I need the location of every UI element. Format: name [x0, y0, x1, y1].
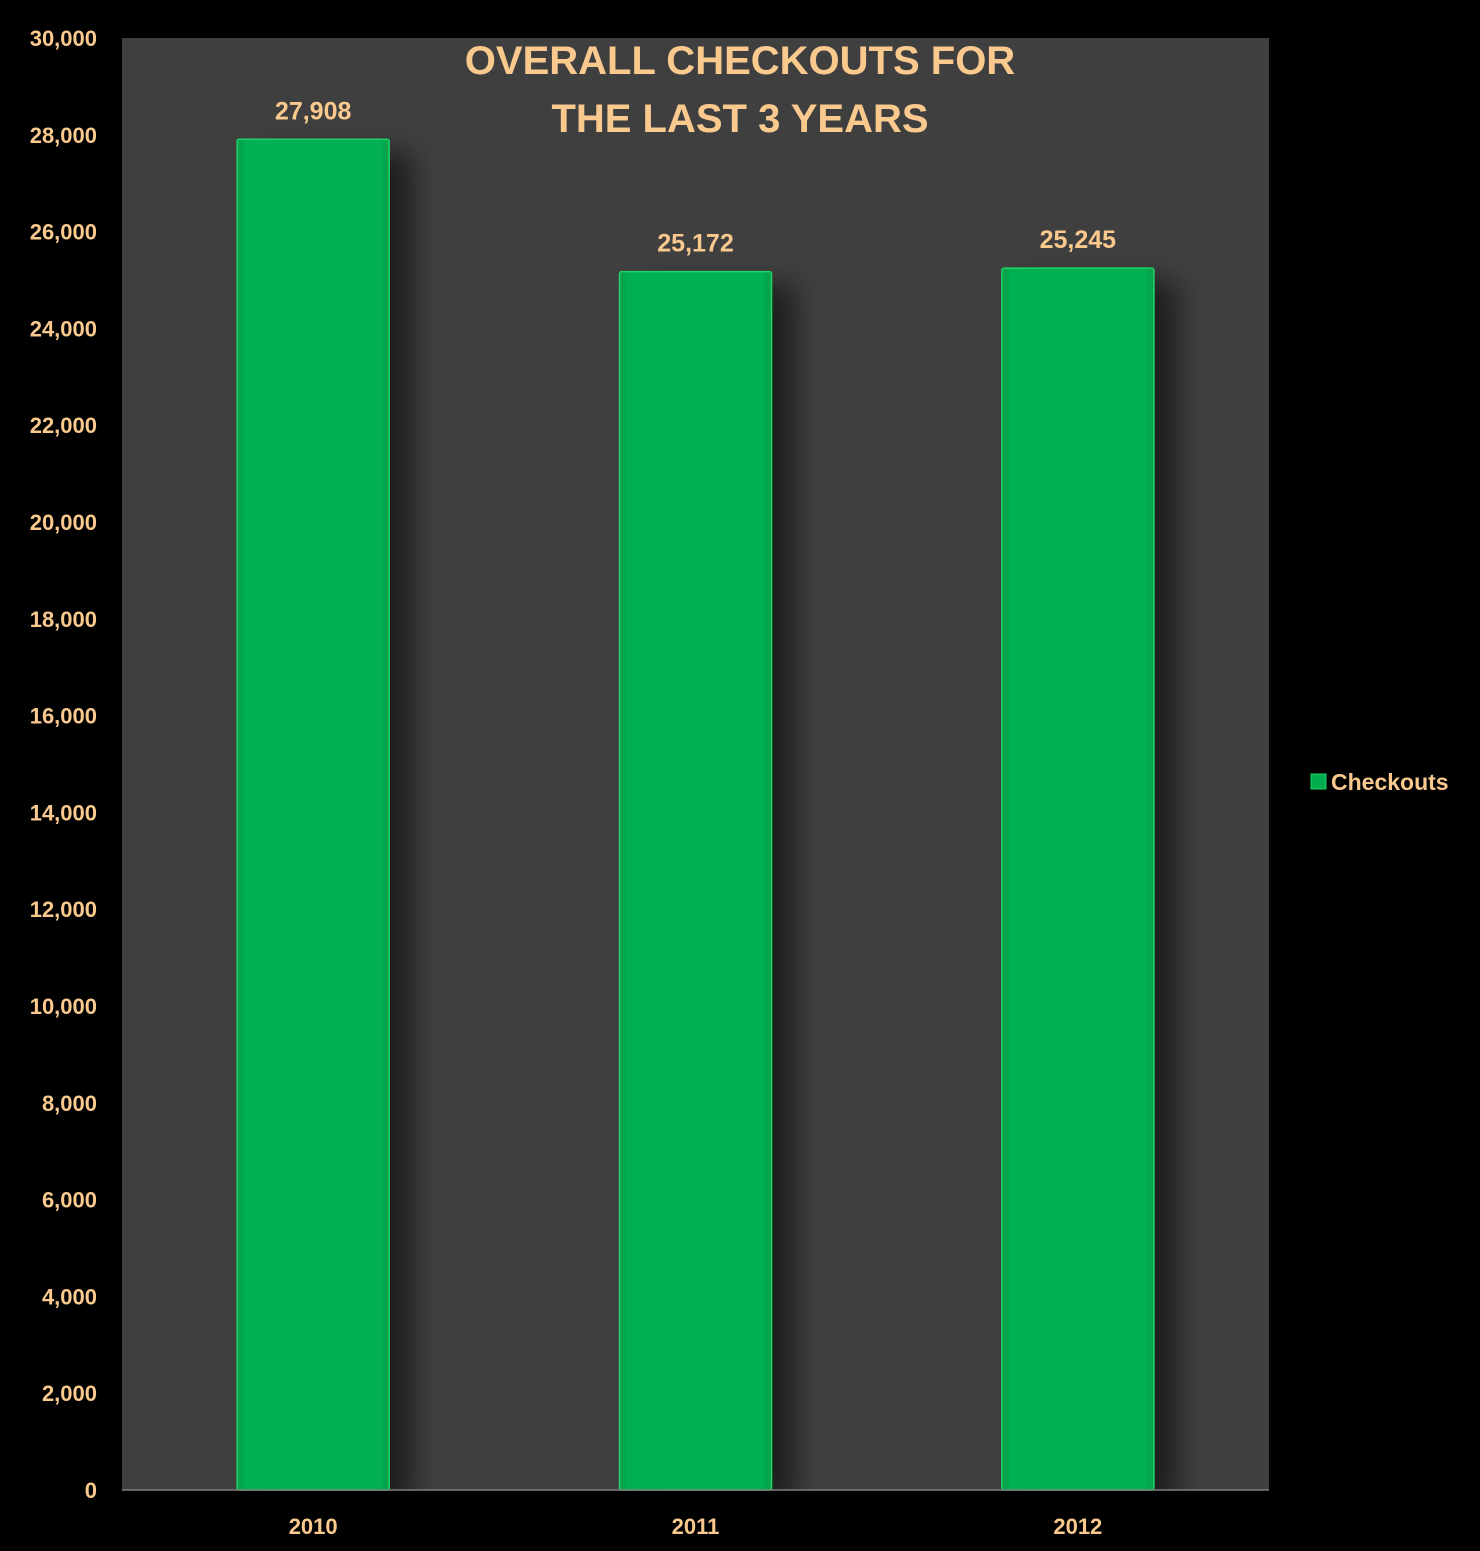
x-tick-label-2011: 2011 [672, 1514, 720, 1539]
x-axis: 2010 2011 2012 [289, 1514, 1103, 1539]
chart-title-line-1: OVERALL CHECKOUTS FOR [465, 39, 1016, 83]
value-labels-group: 27,908 25,172 25,245 [275, 97, 1116, 257]
y-tick-label: 22,000 [30, 413, 97, 438]
chart-title-line-2: THE LAST 3 YEARS [551, 97, 928, 141]
chart-title: OVERALL CHECKOUTS FOR THE LAST 3 YEARS [465, 39, 1016, 141]
legend-label-checkouts: Checkouts [1331, 769, 1449, 795]
x-tick-label-2010: 2010 [289, 1514, 338, 1539]
bar-2011 [618, 270, 773, 1491]
bars-group [236, 138, 1155, 1491]
y-tick-label: 4,000 [42, 1284, 97, 1309]
y-tick-label: 16,000 [30, 704, 97, 729]
y-tick-label: 12,000 [30, 897, 97, 922]
y-tick-label: 30,000 [30, 26, 97, 51]
y-tick-label: 24,000 [30, 316, 97, 341]
legend: Checkouts [1310, 769, 1449, 795]
y-tick-label: 6,000 [42, 1188, 97, 1213]
bar-2010 [236, 138, 390, 1491]
y-tick-label: 28,000 [30, 123, 97, 148]
data-label-2010: 27,908 [275, 97, 352, 125]
y-tick-label: 10,000 [30, 994, 97, 1019]
y-tick-label: 20,000 [30, 510, 97, 535]
legend-swatch [1310, 773, 1327, 790]
y-tick-label: 26,000 [30, 220, 97, 245]
y-tick-label: 0 [85, 1478, 97, 1503]
bar-2012 [1001, 267, 1155, 1491]
y-tick-label: 8,000 [42, 1091, 97, 1116]
data-label-2012: 25,245 [1040, 226, 1117, 254]
data-label-2011: 25,172 [657, 230, 733, 258]
y-tick-label: 18,000 [30, 607, 97, 632]
y-axis: 0 2,000 4,000 6,000 8,000 10,000 12,000 14,000 1… [30, 26, 97, 1503]
y-tick-label: 2,000 [42, 1381, 97, 1406]
y-tick-label: 14,000 [30, 800, 97, 825]
x-tick-label-2012: 2012 [1053, 1514, 1102, 1539]
